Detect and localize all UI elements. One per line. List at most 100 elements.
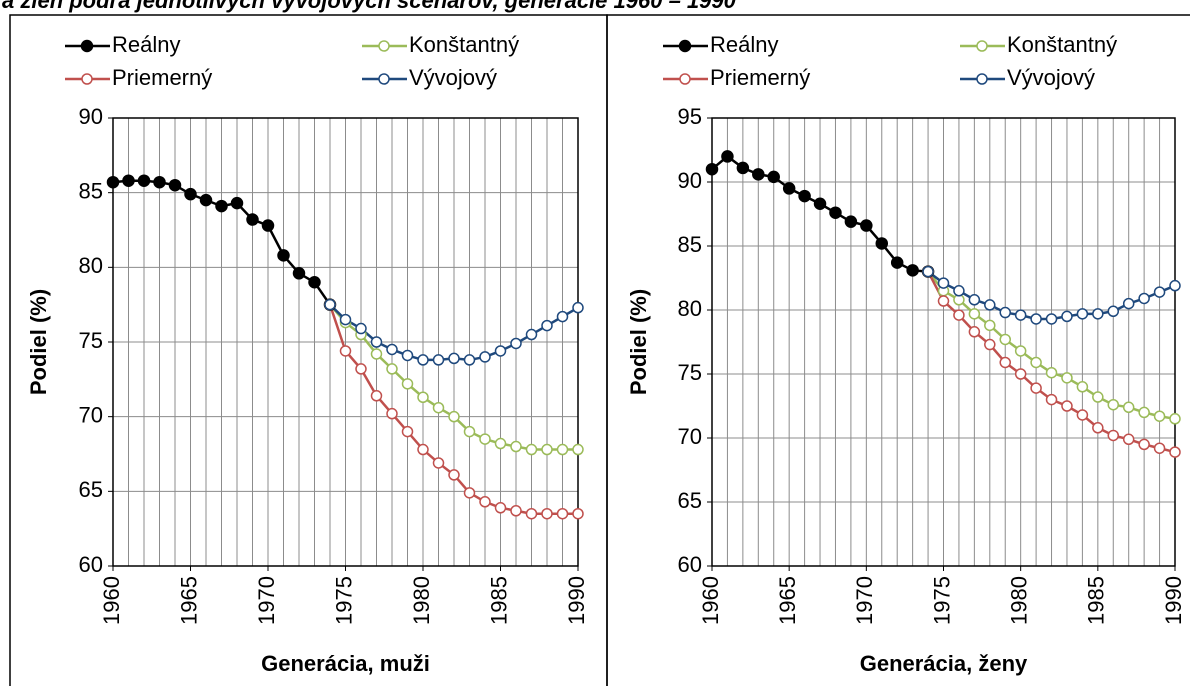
data-point xyxy=(448,352,460,365)
data-point xyxy=(525,507,538,520)
y-tick-label: 85 xyxy=(79,178,103,203)
data-point xyxy=(1014,368,1027,380)
legend-marker xyxy=(80,39,94,53)
data-point xyxy=(479,433,491,445)
x-tick-label: 1975 xyxy=(929,576,954,625)
data-point xyxy=(448,469,460,481)
data-point xyxy=(370,390,383,402)
x-tick-label: 1965 xyxy=(775,576,800,625)
data-point xyxy=(401,378,414,390)
legend-label: Reálny xyxy=(710,32,778,57)
data-point xyxy=(1153,442,1166,454)
data-point xyxy=(1092,391,1104,403)
data-point xyxy=(1061,372,1073,384)
y-tick-label: 65 xyxy=(678,488,702,513)
data-point xyxy=(1092,422,1104,434)
legend-marker xyxy=(81,73,93,85)
data-point xyxy=(463,354,476,366)
legend-label: Vývojový xyxy=(1007,65,1095,90)
data-point xyxy=(324,298,336,311)
data-point xyxy=(215,199,228,213)
data-point xyxy=(1061,310,1073,323)
plot-frame xyxy=(711,117,1176,567)
data-point xyxy=(1076,381,1089,393)
data-point xyxy=(752,168,765,181)
data-point xyxy=(1169,279,1181,292)
data-point xyxy=(736,161,750,175)
data-point xyxy=(541,507,553,520)
data-point xyxy=(1076,409,1089,421)
legend-label: Konštantný xyxy=(409,32,519,57)
legend-marker xyxy=(679,73,691,85)
data-point xyxy=(1169,413,1181,425)
data-point xyxy=(572,443,584,456)
data-point xyxy=(417,354,429,366)
y-tick-label: 70 xyxy=(678,424,702,449)
data-point xyxy=(968,294,981,306)
data-point xyxy=(292,267,306,280)
data-point xyxy=(1153,410,1166,422)
data-point xyxy=(556,443,569,456)
data-point xyxy=(953,309,965,321)
data-point xyxy=(1138,406,1150,419)
data-point xyxy=(922,265,934,278)
legend-label: Konštantný xyxy=(1007,32,1117,57)
data-point xyxy=(1030,356,1042,369)
data-point xyxy=(463,487,476,499)
data-point xyxy=(829,206,842,219)
data-point xyxy=(937,277,950,289)
data-point xyxy=(705,162,719,176)
legend-label: Priemerný xyxy=(112,65,212,90)
data-point xyxy=(1014,309,1027,321)
legend-label: Priemerný xyxy=(710,65,810,90)
data-point xyxy=(1045,366,1058,379)
data-point xyxy=(1138,292,1150,305)
data-point xyxy=(541,443,553,456)
data-point xyxy=(463,425,476,438)
x-tick-label: 1965 xyxy=(176,576,201,625)
data-point xyxy=(386,343,398,356)
data-point xyxy=(153,175,166,189)
y-tick-label: 80 xyxy=(79,253,103,278)
data-point xyxy=(432,354,445,366)
data-point xyxy=(199,193,213,207)
data-point xyxy=(510,337,522,350)
data-point xyxy=(510,440,522,453)
data-point xyxy=(417,443,429,456)
data-point xyxy=(339,313,352,326)
data-point xyxy=(308,276,321,289)
data-point xyxy=(782,182,796,195)
x-tick-label: 1970 xyxy=(852,576,877,625)
data-point xyxy=(1153,286,1166,298)
data-point xyxy=(1076,308,1089,320)
data-point xyxy=(339,345,352,357)
x-axis-label: Generácia, ženy xyxy=(860,651,1028,676)
data-point xyxy=(479,496,491,508)
data-point xyxy=(1107,398,1120,411)
data-point xyxy=(525,443,538,456)
data-point xyxy=(432,457,445,469)
data-point xyxy=(184,187,197,201)
data-point xyxy=(1061,400,1073,412)
data-point xyxy=(937,295,950,307)
data-point xyxy=(968,326,981,338)
data-point xyxy=(386,363,398,375)
data-point xyxy=(813,197,827,211)
data-point xyxy=(355,322,367,335)
data-point xyxy=(401,349,414,362)
data-point xyxy=(230,196,244,210)
data-point xyxy=(494,345,507,357)
y-tick-label: 60 xyxy=(79,552,103,577)
y-axis-label: Podiel (%) xyxy=(626,289,651,395)
data-point xyxy=(448,410,460,423)
data-point xyxy=(1122,401,1135,414)
x-tick-label: 1960 xyxy=(99,576,124,625)
data-point xyxy=(1107,305,1120,318)
data-point xyxy=(401,425,414,438)
data-point xyxy=(261,219,275,232)
y-tick-label: 70 xyxy=(79,402,103,427)
legend-marker xyxy=(678,39,692,53)
data-point xyxy=(721,150,734,163)
data-point xyxy=(798,189,811,203)
